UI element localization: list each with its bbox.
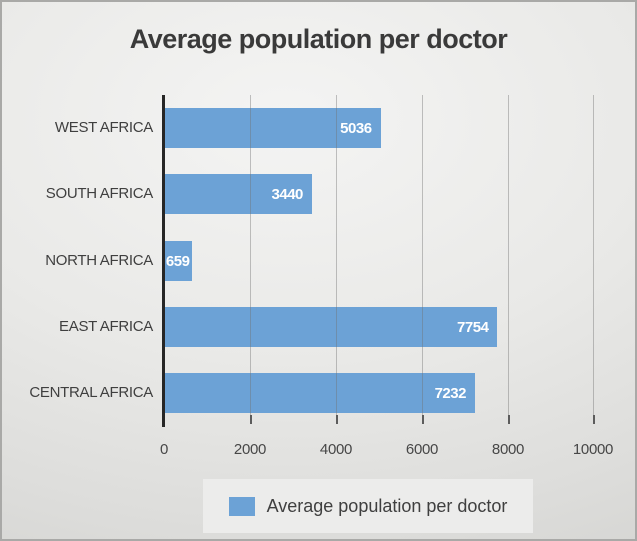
gridline-8000 [507, 95, 510, 424]
plot-area: 5036 3440 659 7754 7232 [162, 95, 595, 427]
category-label: SOUTH AFRICA [45, 185, 154, 202]
category-label: NORTH AFRICA [45, 252, 153, 269]
bar-west-africa: 5036 [164, 108, 381, 148]
category-label: CENTRAL AFRICA [29, 384, 153, 401]
gridline-2000 [249, 95, 252, 424]
bar-value-label: 659 [165, 252, 190, 270]
bar-east-africa: 7754 [164, 307, 498, 347]
x-tick-label: 10000 [572, 441, 614, 458]
x-tick-label: 2000 [233, 441, 267, 458]
category-label: WEST AFRICA [54, 119, 153, 136]
category-label: EAST AFRICA [59, 318, 153, 335]
chart-legend: Average population per doctor [203, 479, 533, 533]
gridline-6000 [421, 95, 424, 424]
gridline-10000 [592, 95, 595, 424]
legend-swatch-icon [228, 496, 255, 516]
x-axis: 0 2000 4000 6000 8000 10000 [0, 441, 637, 461]
bar-north-africa: 659 [164, 241, 193, 281]
bar-value-label: 5036 [340, 119, 372, 137]
x-tick-label: 6000 [405, 441, 439, 458]
legend-label: Average population per doctor [266, 495, 508, 516]
gridline-4000 [335, 95, 338, 424]
x-tick-label: 4000 [319, 441, 353, 458]
x-tick-label: 0 [159, 441, 169, 458]
chart-title: Average population per doctor [129, 24, 508, 54]
bar-value-label: 3440 [271, 185, 304, 203]
bar-south-africa: 3440 [164, 174, 312, 214]
category-axis: WEST AFRICA SOUTH AFRICA NORTH AFRICA EA… [8, 95, 153, 424]
bar-value-label: 7232 [434, 384, 467, 402]
bar-value-label: 7754 [457, 318, 489, 336]
x-tick-label: 8000 [491, 441, 525, 458]
y-axis-line [162, 95, 165, 427]
bar-central-africa: 7232 [164, 373, 475, 413]
